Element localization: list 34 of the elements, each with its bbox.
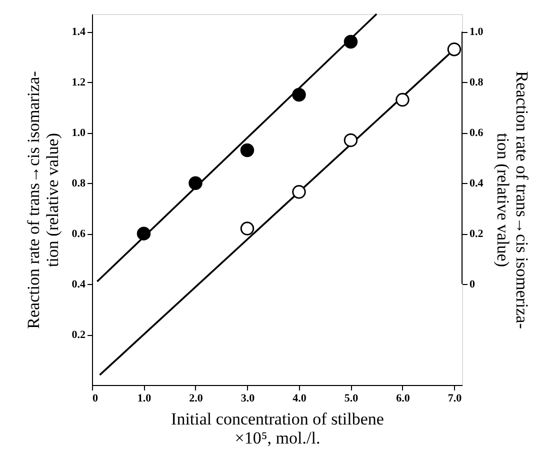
y-tick-label: 1.2 [72, 76, 86, 89]
point [344, 34, 358, 49]
x-tick-label: 4.0 [292, 392, 307, 404]
y-tick-label: 0.6 [72, 228, 86, 240]
point [240, 143, 254, 158]
y-tick-label: 0.2 [72, 329, 86, 342]
x-tick-label: 3.0 [240, 392, 256, 404]
y2-tick-label: 0.6 [470, 127, 484, 140]
x-axis-title: Initial concentration of stilbene ×10⁵, mol./l. [171, 410, 384, 448]
x-tick-label: 5.0 [344, 392, 359, 404]
y2-tick-label: 0 [470, 278, 476, 291]
y2-tick-label: 0.2 [470, 228, 484, 240]
point [344, 133, 358, 148]
y2-tick-label: 0.8 [470, 76, 484, 89]
y-tick-label: 1.0 [72, 127, 86, 140]
y2-axis-title: Reaction rate of trans→cis isomeriza- tion (relative value) [493, 71, 532, 330]
y-axis-title: Reaction rate of trans→cis isomariza- tion (relative value) [24, 70, 62, 329]
x-tick-label: 1.0 [137, 392, 152, 404]
x-tick-label: 7.0 [448, 392, 462, 404]
point [292, 88, 306, 102]
y-tick-label: 1.4 [72, 26, 86, 38]
x-tick-label: 0 [92, 392, 98, 404]
point [292, 185, 306, 199]
y-tick-label: 0.8 [72, 178, 86, 190]
point [447, 42, 462, 56]
point [240, 222, 254, 236]
point [188, 176, 202, 190]
x-tick-label: 2.0 [189, 392, 204, 404]
y2-tick-label: 0.4 [470, 178, 484, 190]
y-tick-label: 0.4 [72, 278, 86, 291]
point [136, 226, 151, 240]
x-tick-label: 6.0 [396, 392, 410, 404]
point [396, 92, 410, 107]
y2-tick-label: 1.0 [470, 26, 484, 38]
